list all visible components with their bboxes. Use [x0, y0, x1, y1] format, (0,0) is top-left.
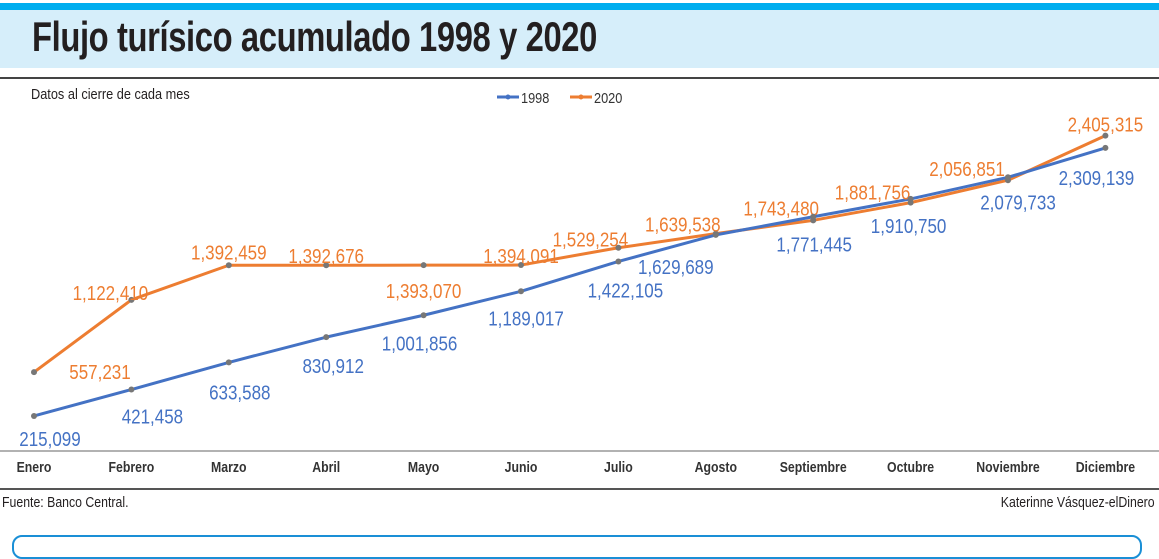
- data-label-2020: 1,639,538: [645, 213, 721, 236]
- data-label-1998: 421,458: [122, 405, 183, 428]
- data-label-1998: 2,079,733: [980, 191, 1056, 214]
- data-label-1998: 1,422,105: [588, 279, 664, 302]
- data-label-1998: 215,099: [19, 428, 80, 451]
- data-label-2020: 1,881,756: [835, 181, 911, 204]
- data-point-1998: [907, 195, 914, 202]
- title-band: [0, 10, 1159, 68]
- x-tick-label: Junio: [505, 459, 538, 475]
- x-tick-label: Octubre: [887, 459, 934, 475]
- data-label-1998: 1,910,750: [871, 215, 947, 238]
- legend-marker-2020: [578, 94, 584, 100]
- data-point-1998: [323, 334, 330, 341]
- chart-subtitle: Datos al cierre de cada mes: [31, 86, 190, 103]
- data-label-2020: 1,392,676: [288, 245, 364, 268]
- author-credit: Katerinne Vásquez-elDinero: [1001, 494, 1155, 511]
- data-point-1998: [31, 412, 37, 419]
- x-tick-label: Septiembre: [780, 459, 847, 475]
- data-point-2020: [31, 369, 37, 376]
- chart-title: Flujo turísico acumulado 1998 y 2020: [32, 13, 597, 60]
- data-point-2020: [420, 262, 427, 269]
- legend-label-1998: 1998: [521, 89, 550, 106]
- line-chart: Enero Febrero Marzo Abril Mayo Junio Julio Agos…: [0, 89, 1159, 475]
- series-line-2020: [33, 134, 1107, 374]
- bottom-panel: [12, 535, 1142, 559]
- data-label-1998: 633,588: [209, 381, 270, 404]
- x-tick-label: Mayo: [408, 459, 439, 475]
- data-point-2020: [518, 262, 524, 269]
- data-label-2020: 1,743,480: [743, 197, 819, 220]
- x-tick-label: Febrero: [109, 459, 155, 475]
- bottom-divider: [0, 488, 1159, 490]
- data-label-1998: 2,309,139: [1059, 167, 1135, 190]
- data-label-2020: 1,122,410: [73, 282, 149, 305]
- data-point-1998: [420, 312, 427, 319]
- legend-label-2020: 2020: [594, 89, 623, 106]
- data-label-2020: 1,393,070: [386, 280, 462, 303]
- x-tick-label: Marzo: [211, 459, 247, 475]
- series-line-1998: [33, 146, 1106, 418]
- data-label-2020: 1,392,459: [191, 241, 267, 264]
- x-tick-label: Julio: [604, 459, 633, 475]
- data-label-1998: 1,629,689: [638, 256, 714, 279]
- data-point-1998: [712, 231, 719, 238]
- data-label-1998: 830,912: [302, 355, 363, 378]
- data-point-1998: [518, 288, 524, 295]
- data-point-2020: [1102, 132, 1109, 139]
- data-label-1998: 1,189,017: [488, 307, 564, 330]
- data-point-1998: [128, 386, 135, 393]
- data-point-1998: [225, 359, 232, 366]
- x-tick-label: Diciembre: [1076, 459, 1136, 475]
- x-tick-label: Noviembre: [976, 459, 1040, 475]
- source-note: Fuente: Banco Central.: [2, 494, 129, 511]
- data-label-2020: 2,056,851: [929, 158, 1005, 181]
- data-point-1998: [1102, 144, 1109, 151]
- accent-stripe: [0, 3, 1159, 10]
- top-divider: [0, 77, 1159, 79]
- x-tick-label: Agosto: [695, 459, 737, 475]
- data-point-2020: [225, 262, 232, 269]
- data-point-1998: [1005, 174, 1011, 181]
- data-point-2020: [128, 296, 135, 303]
- legend-marker-1998: [505, 94, 511, 100]
- data-point-1998: [810, 213, 817, 220]
- data-label-2020: 2,405,315: [1068, 113, 1144, 136]
- data-label-2020: 1,529,254: [553, 228, 629, 251]
- data-point-2020: [323, 262, 330, 269]
- data-label-2020: 557,231: [69, 361, 130, 384]
- data-label-1998: 1,771,445: [776, 233, 852, 256]
- x-tick-label: Enero: [17, 459, 52, 475]
- data-label-2020: 1,394,091: [483, 245, 559, 268]
- data-label-1998: 1,001,856: [382, 332, 458, 355]
- data-point-2020: [615, 244, 622, 251]
- x-tick-label: Abril: [312, 459, 340, 475]
- data-point-1998: [615, 258, 622, 265]
